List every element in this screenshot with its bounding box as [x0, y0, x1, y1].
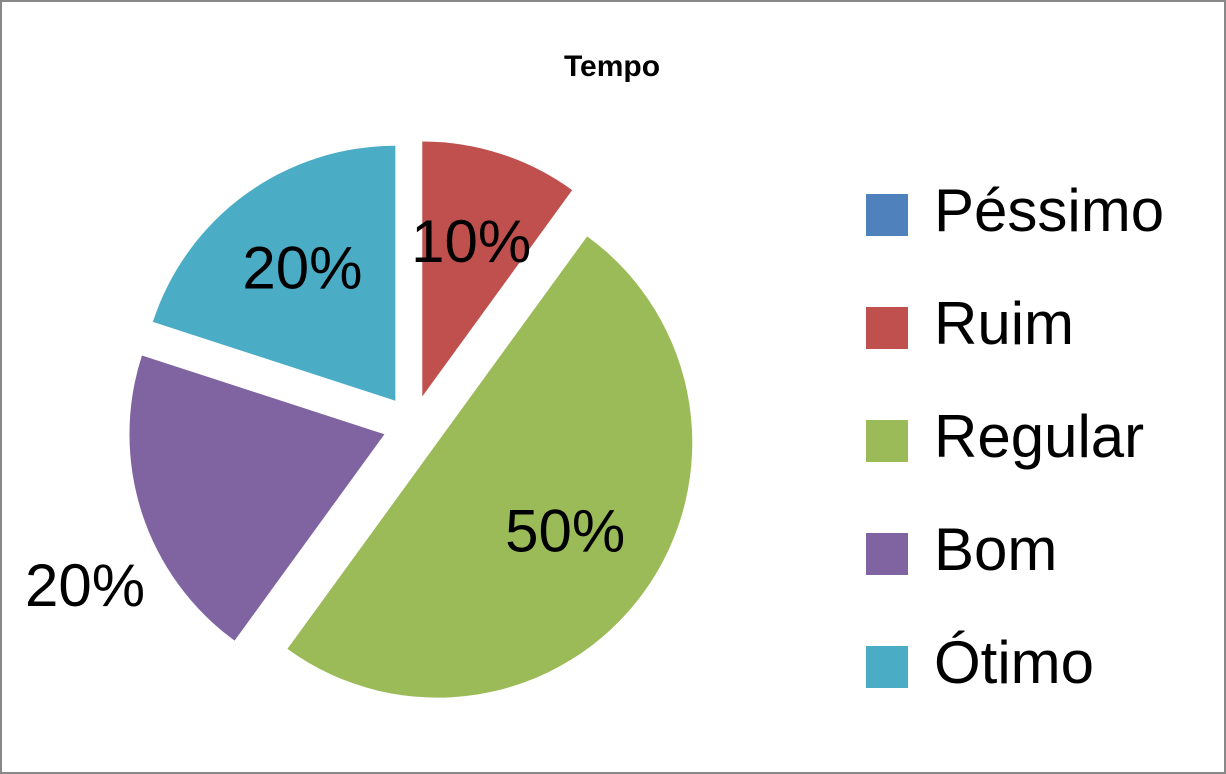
data-label: 50% [505, 497, 625, 564]
chart-title: Tempo [564, 50, 660, 83]
pie-slice [287, 236, 693, 698]
legend-label: Ótimo [934, 629, 1094, 696]
legend-label: Regular [934, 403, 1144, 470]
pie-slice [129, 355, 385, 641]
legend-swatch [866, 646, 908, 688]
legend-label: Bom [934, 516, 1057, 583]
legend-label: Péssimo [934, 177, 1164, 244]
pie-slice [152, 145, 396, 401]
data-label: 20% [25, 552, 145, 619]
legend-swatch [866, 533, 908, 575]
legend-label: Ruim [934, 290, 1074, 357]
data-label: 10% [411, 208, 531, 275]
legend-swatch [866, 194, 908, 236]
legend-swatch [866, 420, 908, 462]
pie-slice [422, 141, 573, 397]
legend-swatch [866, 307, 908, 349]
data-label: 20% [242, 235, 362, 302]
